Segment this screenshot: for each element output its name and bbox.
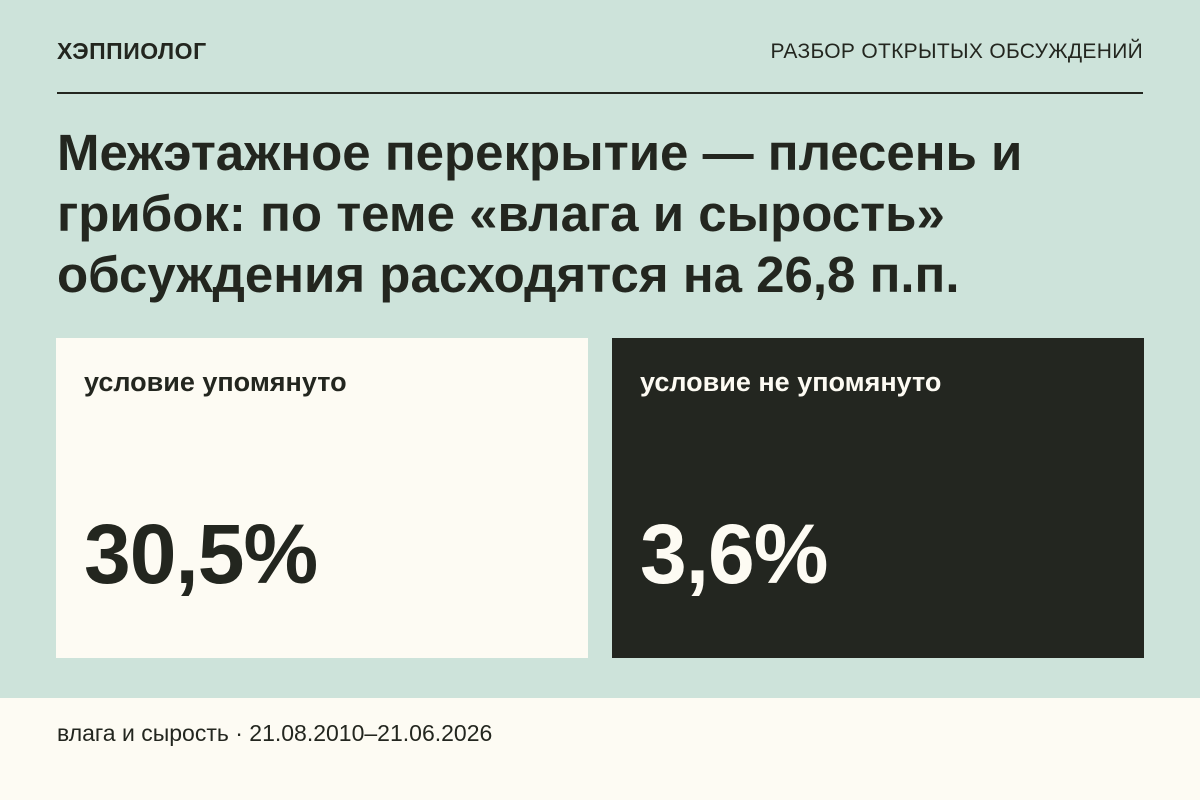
stat-value: 30,5% bbox=[84, 507, 318, 601]
footer-caption: влага и сырость · 21.08.2010–21.06.2026 bbox=[57, 720, 493, 746]
header: ХЭППИОЛОГ РАЗБОР ОТКРЫТЫХ ОБСУЖДЕНИЙ bbox=[57, 36, 1143, 94]
stat-label: условие упомянуто bbox=[84, 367, 347, 397]
stat-card-mentioned: условие упомянуто 30,5% bbox=[56, 338, 588, 658]
stat-label: условие не упомянуто bbox=[640, 367, 942, 397]
headline: Межэтажное перекрытие — плесень и грибок… bbox=[57, 124, 1023, 303]
stat-card-not-mentioned: условие не упомянуто 3,6% bbox=[612, 338, 1144, 658]
brand-name: ХЭППИОЛОГ bbox=[57, 38, 207, 64]
section-label: РАЗБОР ОТКРЫТЫХ ОБСУЖДЕНИЙ bbox=[770, 40, 1143, 63]
footer: влага и сырость · 21.08.2010–21.06.2026 bbox=[0, 698, 1200, 800]
stat-value: 3,6% bbox=[640, 507, 828, 601]
